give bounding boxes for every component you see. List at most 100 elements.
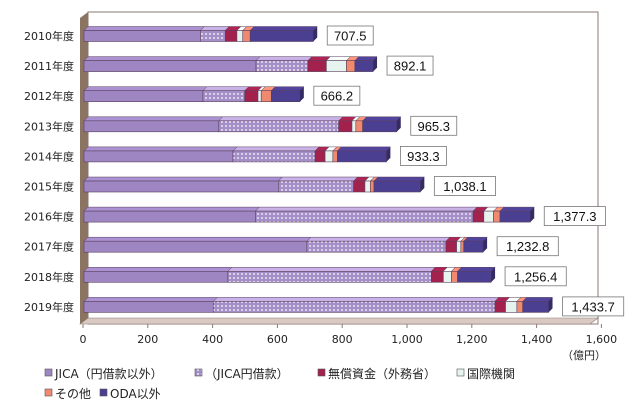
bar-segment-3	[483, 210, 494, 223]
bar-segment-top	[83, 297, 218, 302]
bar-segment-4	[516, 301, 523, 313]
bar-segment-4	[346, 60, 356, 72]
bar-segment-top	[83, 26, 205, 31]
legend-swatch	[194, 368, 203, 377]
y-tick-label: 2017年度	[24, 240, 74, 254]
legend-label: 無償資金（外務省）	[328, 366, 436, 381]
bar-segment-0	[83, 210, 256, 223]
bar-segment-1	[200, 30, 226, 42]
bar-segment-0	[83, 90, 204, 102]
bar-segment-top	[212, 297, 500, 302]
total-label-box	[399, 145, 447, 166]
bar-segment-3	[505, 301, 518, 313]
bar-end-side	[530, 207, 535, 223]
bar-segment-top	[522, 297, 554, 302]
bar-segment-1	[202, 90, 246, 102]
bar-segment-4	[260, 90, 272, 102]
total-label: 707.5	[334, 29, 367, 44]
y-tick-label: 2012年度	[24, 89, 74, 103]
bar-segment-5	[337, 150, 387, 163]
bar-segment-1	[278, 180, 354, 193]
bar-segment-top	[83, 267, 233, 272]
unit-label: （億円）	[562, 349, 606, 362]
bar-segment-5	[457, 270, 492, 283]
bar-end-side	[396, 116, 401, 132]
bar-end-side	[373, 56, 378, 72]
x-tick-label: 1,400	[521, 333, 553, 346]
total-label-box	[433, 176, 496, 196]
legend-swatch	[99, 388, 108, 397]
bar-segment-5	[249, 30, 314, 42]
bar-segment-0	[83, 60, 257, 72]
bar-segment-4	[242, 30, 251, 42]
bar-segment-top	[456, 267, 496, 272]
bar-end-side	[483, 237, 488, 253]
bar-segment-2	[445, 240, 457, 253]
legend-swatch	[317, 368, 326, 377]
bar-segment-top	[199, 26, 230, 31]
total-label: 1,232.8	[506, 239, 549, 254]
bar-segment-2	[338, 120, 353, 133]
legend-label: （JICA円借款）	[205, 367, 289, 381]
total-label: 1,433.7	[571, 299, 614, 314]
bar-segment-2	[224, 30, 238, 42]
bar-segment-top	[83, 116, 224, 122]
bar-segment-0	[83, 30, 201, 42]
bar-segment-2	[494, 301, 506, 313]
bar-segment-1	[255, 210, 474, 223]
total-label-box	[410, 115, 458, 136]
x-tick-label: 0	[80, 333, 87, 346]
bar-segment-top	[373, 176, 425, 182]
bar-segment-top	[499, 206, 535, 212]
bar-segment-0	[83, 150, 234, 163]
bar-segment-2	[431, 270, 444, 283]
bar-segment-5	[362, 120, 398, 133]
bar-segment-1	[218, 120, 339, 133]
bar-segment-top	[270, 86, 305, 91]
total-label: 933.3	[407, 149, 440, 164]
x-tick-label: 600	[267, 333, 288, 346]
bar-segment-top	[83, 56, 261, 61]
bar-segment-0	[83, 120, 220, 133]
bar-segment-2	[314, 150, 326, 163]
bar-segment-top	[277, 176, 359, 182]
bar-segment-5	[463, 240, 484, 253]
bar-segment-3	[236, 30, 244, 42]
bar-segment-top	[83, 236, 312, 242]
x-tick-label: 1,200	[456, 333, 488, 346]
bar-segment-top	[202, 86, 250, 91]
bar-segment-0	[83, 301, 214, 313]
total-label: 892.1	[394, 59, 427, 74]
bar-end-side	[548, 297, 553, 313]
bar-segment-3	[257, 90, 262, 102]
bar-segment-0	[83, 270, 229, 283]
y-tick-label: 2019年度	[24, 300, 74, 314]
legend-label: JICA（円借款以外）	[54, 367, 163, 381]
bar-segment-2	[472, 210, 485, 223]
bar-segment-5	[522, 301, 549, 313]
total-label: 965.3	[417, 119, 450, 134]
legend-label: 国際機関	[467, 366, 515, 381]
y-tick-label: 2016年度	[24, 210, 74, 224]
bar-segment-4	[332, 150, 338, 163]
bar-segment-2	[244, 90, 259, 102]
bar-segment-top	[255, 56, 313, 61]
bar-segment-top	[306, 236, 451, 242]
y-tick-label: 2015年度	[24, 180, 74, 194]
bar-segment-4	[355, 120, 363, 133]
bar-end-side	[420, 177, 425, 192]
total-label: 1,377.3	[553, 209, 596, 224]
bar-segment-top	[232, 146, 320, 152]
bar-segment-3	[443, 270, 452, 283]
total-label-box	[326, 25, 374, 46]
x-tick-label: 200	[137, 333, 158, 346]
legend-swatch	[44, 368, 53, 377]
bar-segment-top	[463, 236, 488, 242]
bar-segment-5	[373, 180, 421, 193]
total-label: 666.2	[321, 89, 354, 104]
bar-segment-4	[493, 210, 501, 223]
bar-segment-5	[499, 210, 531, 223]
bar-segment-1	[306, 240, 447, 253]
bar-segment-1	[255, 60, 309, 72]
